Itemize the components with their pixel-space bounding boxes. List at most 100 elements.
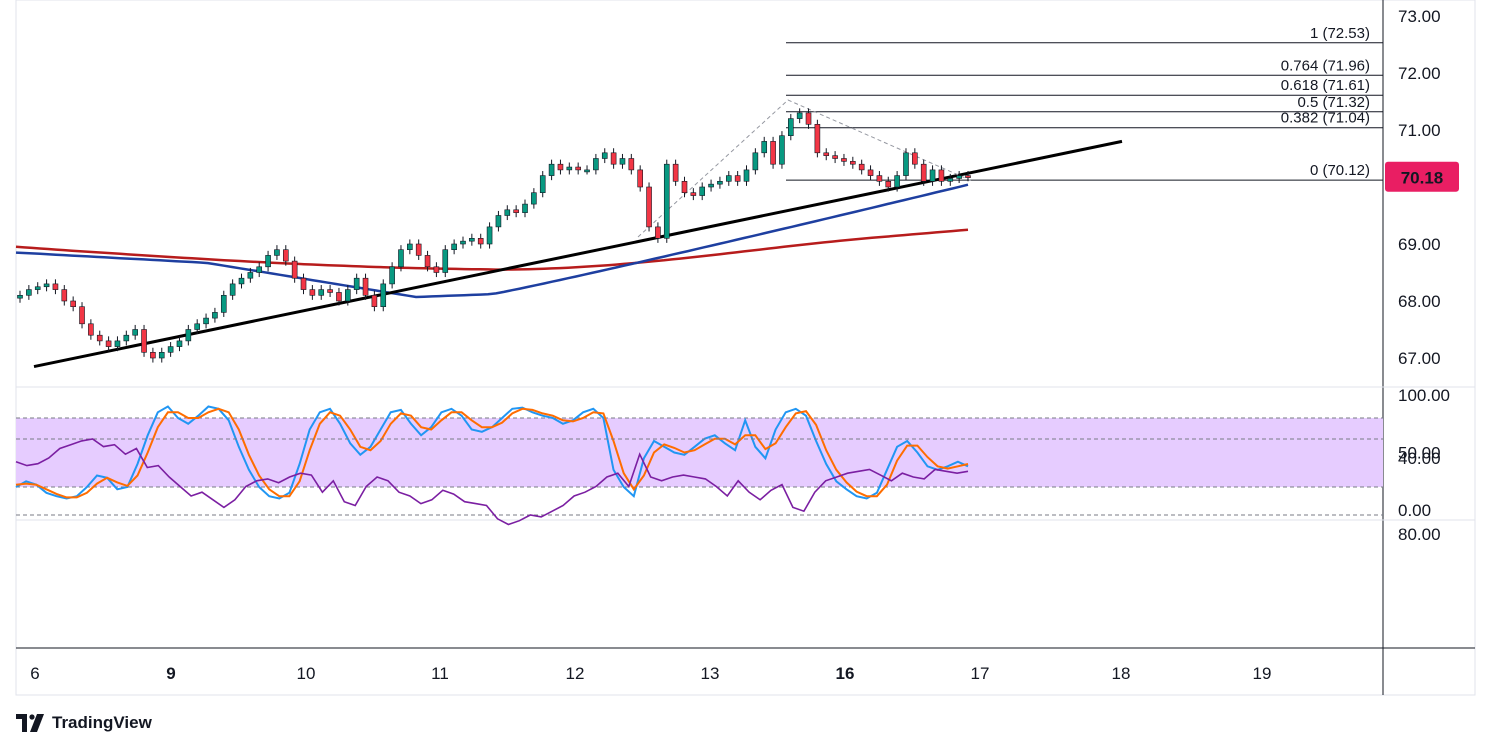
candle-body [486,226,493,245]
last-price-tag [1385,161,1459,192]
candle-body [407,243,413,250]
candle-body [805,112,812,125]
candle-body [584,169,590,173]
candle-body [380,283,387,307]
candle-body [167,346,174,353]
candle-body [885,181,892,188]
candle-body [841,158,847,162]
candle-body [477,238,484,245]
candle-body [522,203,528,213]
fib-level-label: 1 (72.53) [1310,25,1370,42]
candle-body [17,294,23,299]
candle-body [282,249,289,262]
candle-body [655,226,661,239]
candle-body [779,135,785,165]
candle-body [548,163,555,176]
brand-name: TradingView [52,713,152,732]
candle-body [894,175,900,188]
fib-level-label: 0.382 (71.04) [1281,110,1370,127]
candle-body [646,186,652,228]
rsi-tick-label: 40.00 [1398,449,1441,468]
candle-body [79,306,85,325]
rsi-line [15,438,969,526]
candle-body [362,277,369,296]
time-tick-label: 6 [30,664,39,683]
candle-body [203,317,209,325]
candle-body [291,260,298,279]
candle-body [717,181,723,185]
candle-body [593,158,599,171]
candle-body [531,192,537,205]
candle-body [920,163,927,182]
candle-body [185,329,192,342]
candle-body [34,286,41,290]
fib-level-label: 0 (70.12) [1310,162,1370,179]
price-tick-label: 72.00 [1398,64,1441,83]
candle-body [229,283,236,296]
candle-body [451,243,457,250]
candle-body [123,334,130,342]
candle-body [415,243,422,256]
candle-body [938,169,945,182]
candle-body [566,166,573,171]
ma-slow-line [15,228,969,271]
candle-body [88,323,94,336]
candle-body [947,178,954,182]
fib-level-label: 0.764 (71.96) [1281,57,1370,74]
candle-body [903,152,909,176]
candle-body [672,163,679,182]
candle-body [52,283,59,290]
candle-body [274,249,280,256]
candle-body [318,289,325,296]
chart-frame [15,0,1476,696]
candle-body [336,292,342,302]
candle-body [788,118,794,136]
candle-body [743,169,750,182]
candle-body [114,340,121,347]
time-tick-label: 16 [836,664,855,683]
candle-body [557,163,564,171]
candle-body [345,289,351,302]
candle-body [265,255,271,268]
candle-body [194,323,200,330]
candle-body [708,183,714,188]
stoch-tick-label: 50.00 [1398,444,1441,463]
time-tick-label: 11 [431,664,449,683]
candle-body [619,158,626,165]
candle-body [442,249,449,273]
candle-body [141,329,147,353]
price-tick-label: 71.00 [1398,121,1441,140]
candle-body [247,272,254,279]
stoch-tick-label: 100.00 [1398,386,1450,405]
candle-body [575,166,581,171]
candle-body [96,334,103,342]
time-tick-label: 19 [1253,664,1272,683]
fib-level-label: 0.618 (71.61) [1281,77,1370,94]
candle-body [70,300,76,307]
candle-body [150,351,156,359]
candle-body [300,277,307,290]
candle-body [212,312,218,319]
candle-body [158,351,165,359]
price-tick-label: 68.00 [1398,292,1441,311]
candle-body [956,175,962,179]
candle-body [513,209,519,213]
price-tick-label: 67.00 [1398,349,1441,368]
candle-body [628,158,635,171]
candle-body [601,152,608,159]
candle-body [238,277,245,285]
candle-body [460,240,466,245]
candle-body [433,266,440,273]
time-tick-label: 12 [566,664,585,683]
price-tick-label: 73.00 [1398,7,1441,26]
time-tick-label: 17 [971,664,990,683]
candle-body [929,169,936,182]
candle-body [663,163,670,239]
ma-fast-line [15,183,969,299]
time-tick-label: 9 [166,664,175,683]
candle-body [637,169,643,188]
stoch-band [16,418,1383,487]
candle-body [734,175,741,182]
